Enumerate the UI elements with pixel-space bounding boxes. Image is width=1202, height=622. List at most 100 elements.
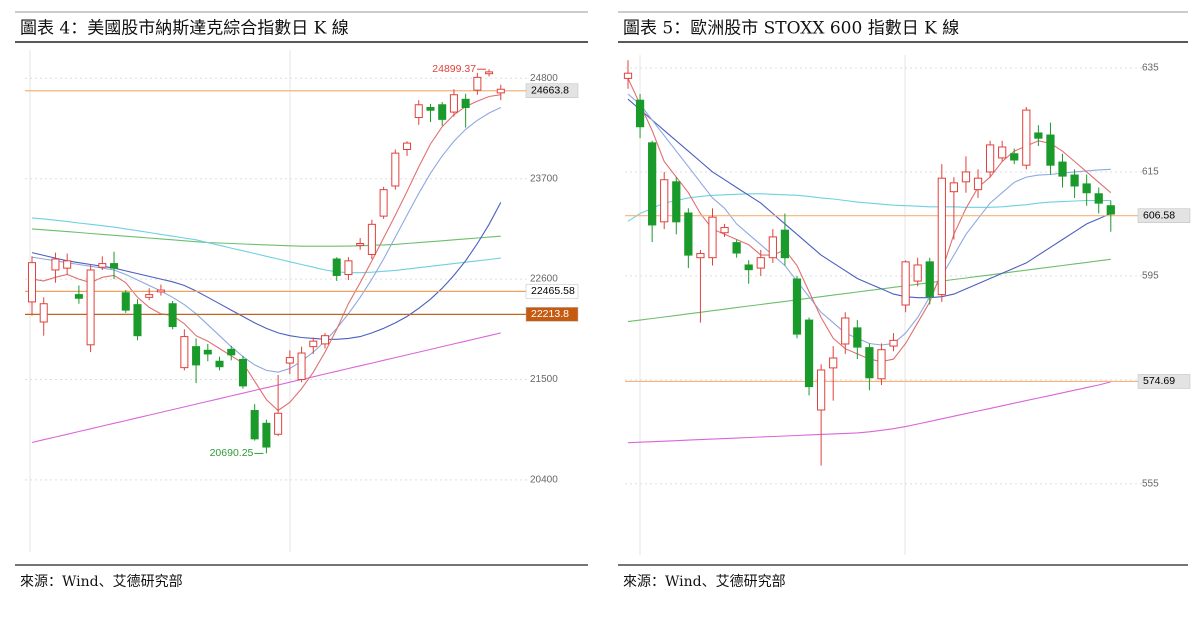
candle-body (215, 360, 224, 368)
reference-label: 574.69 (1143, 375, 1175, 387)
candle-body (332, 258, 341, 276)
candle-body (297, 352, 306, 380)
candle-body (925, 261, 934, 298)
candle-body (780, 229, 790, 259)
candle-body (403, 142, 412, 150)
candle-body (145, 294, 154, 298)
reference-label-box (525, 284, 579, 299)
candle-body (949, 182, 959, 193)
candle-body (485, 71, 494, 75)
candle-body (961, 171, 971, 183)
candle-body (937, 177, 946, 296)
candle-body (1046, 134, 1055, 166)
candle-body (473, 76, 482, 91)
candle-body (998, 146, 1007, 159)
candle-body (449, 94, 458, 113)
reference-label-box (525, 83, 579, 98)
candle-body (877, 349, 886, 380)
candle-body (889, 339, 898, 347)
y-tick-label: 22600 (530, 274, 558, 285)
candle-body (63, 260, 72, 269)
y-tick-label: 635 (1142, 63, 1159, 74)
moving-average-line (627, 381, 1111, 444)
candle-body (414, 104, 423, 119)
y-tick-label: 20400 (530, 475, 558, 486)
candle-body (367, 223, 376, 255)
candle-body (438, 104, 447, 120)
candle-body (756, 257, 765, 269)
candle-body (27, 262, 37, 303)
candle-body (1022, 109, 1031, 166)
candle-body (1034, 132, 1043, 139)
candle-body (121, 292, 130, 311)
candle-body (461, 98, 470, 109)
candle-body (672, 181, 681, 223)
reference-label: 606.58 (1143, 209, 1175, 221)
candle-body (732, 242, 741, 254)
source-note: 來源：Wind、艾德研究部 (20, 574, 183, 590)
candle-body (913, 264, 922, 282)
candle-body (391, 152, 400, 187)
candle-body (1010, 153, 1019, 161)
candle-body (804, 319, 814, 388)
candle-body (110, 263, 119, 269)
y-tick-label: 555 (1142, 478, 1159, 489)
candle-body (901, 261, 910, 306)
candle-body (192, 346, 201, 366)
figure-title: 圖表 5：歐洲股市 STOXX 600 指數日 K 線 (623, 19, 959, 39)
reference-label-box (1137, 374, 1191, 389)
candle-body (180, 336, 189, 369)
low-label: 20690.25 (210, 447, 254, 459)
candle-body (274, 412, 283, 435)
candle-body (684, 212, 693, 256)
candle-body (74, 294, 83, 299)
candle-body (133, 304, 142, 337)
candle-body (829, 357, 838, 369)
candle-body (379, 189, 388, 217)
moving-average-line (627, 98, 1112, 299)
candle-body (1082, 183, 1091, 194)
candle-body (320, 335, 330, 345)
moving-average-line (31, 107, 502, 373)
candle-body (1094, 193, 1103, 204)
candle-body (792, 278, 802, 335)
candle-body (168, 303, 177, 328)
candle-body (227, 348, 236, 356)
candle-body (1106, 205, 1115, 215)
candle-body (262, 422, 271, 448)
source-note: 來源：Wind、艾德研究部 (623, 574, 786, 590)
y-tick-label: 595 (1142, 271, 1159, 282)
candle-body (660, 179, 669, 223)
candle-body (708, 216, 717, 259)
candle-body (86, 269, 95, 346)
reference-label: 22465.58 (531, 285, 575, 297)
reference-label-box (1137, 208, 1191, 223)
candle-body (98, 263, 107, 268)
reference-label-box (525, 307, 579, 322)
candle-body (285, 357, 294, 364)
moving-average-line (31, 217, 501, 274)
candle-body (203, 349, 212, 355)
candle-body (623, 72, 633, 79)
candle-body (156, 289, 165, 293)
candle-body (496, 88, 505, 94)
candle-body (865, 347, 874, 379)
y-tick-label: 23700 (530, 173, 558, 184)
high-label: 24899.37 (432, 63, 476, 75)
reference-label: 24663.8 (531, 85, 569, 97)
candle-body (985, 144, 995, 173)
candle-body (51, 258, 60, 271)
moving-average-line (31, 332, 501, 444)
candle-body (1070, 174, 1079, 187)
candle-body (426, 107, 435, 111)
candle-body (250, 410, 259, 440)
candle-body (238, 358, 247, 387)
candle-body (696, 253, 705, 259)
candle-body (356, 242, 365, 246)
candle-body (853, 327, 862, 348)
candle-body (973, 177, 983, 191)
candle-body (309, 340, 318, 348)
candle-body (1058, 161, 1067, 177)
candle-body (816, 369, 826, 411)
